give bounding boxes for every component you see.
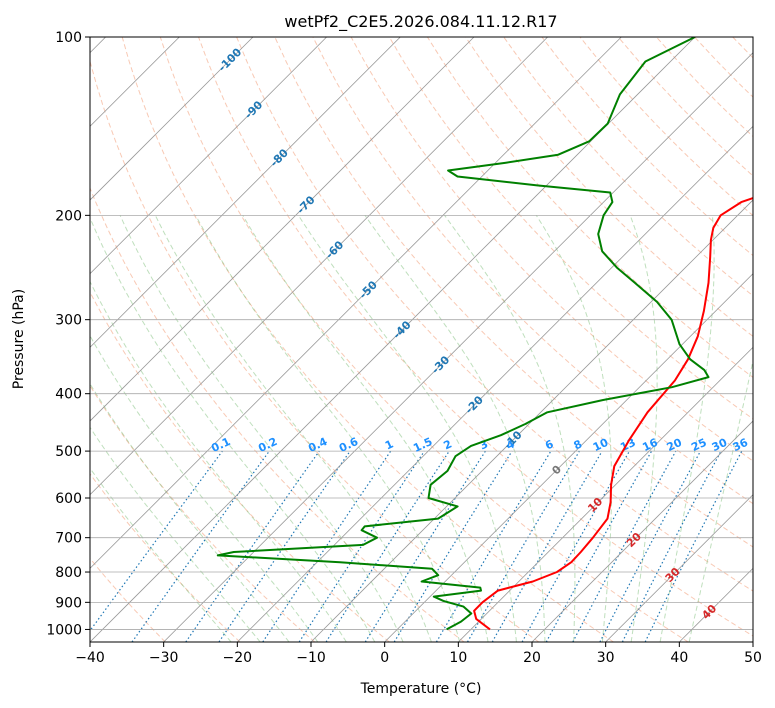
mixing-ratio-label: 25 — [689, 436, 708, 454]
moist-adiabat — [195, 215, 461, 642]
grid-layer — [90, 37, 753, 642]
moist-adiabat — [90, 467, 232, 642]
moist-adiabat — [90, 216, 376, 642]
dry-adiabat — [236, 37, 753, 592]
mixing-ratio-label: 30 — [710, 436, 730, 454]
plot-background — [90, 37, 753, 642]
mixing-ratio-line — [521, 450, 631, 642]
moist-adiabat — [535, 215, 613, 642]
mixing-ratio-line — [393, 450, 513, 642]
y-axis-label: Pressure (hPa) — [11, 289, 27, 389]
isotherm — [458, 346, 753, 642]
isotherm — [90, 37, 475, 422]
dry-adiabat — [121, 37, 614, 642]
mixing-ratio-line — [218, 450, 351, 642]
mixing-ratio-line — [90, 450, 223, 632]
moist-adiabat — [364, 215, 546, 642]
y-axis: 100 200 300 400 500 600 700 800 900 1000 — [46, 30, 90, 638]
mixing-ratio-line — [572, 450, 677, 642]
isotherm — [752, 641, 753, 642]
y-tick-label: 600 — [55, 491, 82, 507]
isotherm — [90, 37, 254, 201]
y-tick-label: 800 — [55, 565, 82, 581]
x-tick-label: −10 — [296, 650, 326, 666]
mixing-ratio-label: 10 — [591, 436, 611, 454]
x-tick-label: −30 — [149, 650, 179, 666]
x-axis: −40 −30 −20 −10 0 10 20 30 40 50 — [75, 642, 762, 666]
dry-adiabat — [90, 291, 390, 642]
dry-adiabat — [90, 186, 465, 642]
moist-adiabat — [297, 215, 517, 642]
moist-adiabat — [688, 358, 753, 642]
dry-adiabat — [426, 37, 753, 378]
dry-adiabat — [198, 37, 753, 637]
mixing-ratio-line — [185, 450, 320, 642]
mixing-ratio-label: 36 — [731, 436, 751, 454]
dry-adiabat — [90, 59, 540, 642]
y-tick-label: 1000 — [46, 622, 82, 638]
moist-adiabat — [90, 334, 319, 642]
isotherm — [90, 37, 548, 496]
dry-adiabat — [90, 557, 166, 642]
y-tick-label: 100 — [55, 30, 82, 46]
isotherm — [90, 37, 622, 569]
isotherm — [605, 494, 753, 642]
series-layer — [216, 37, 753, 631]
x-tick-label: 30 — [597, 650, 615, 666]
x-axis-label: Temperature (°C) — [360, 681, 482, 697]
x-tick-label: 0 — [380, 650, 389, 666]
dry-adiabat — [274, 37, 753, 548]
mixing-ratio-label: 16 — [640, 436, 660, 454]
moist-adiabat — [629, 215, 658, 642]
isotherm — [163, 52, 753, 642]
x-tick-label: 10 — [449, 650, 467, 666]
y-tick-label: 900 — [55, 595, 82, 611]
dry-adiabat — [350, 37, 753, 462]
series-line — [473, 196, 753, 631]
isotherm — [310, 199, 753, 642]
dry-adiabat — [90, 472, 241, 642]
moist-adiabat — [154, 215, 432, 642]
moist-adiabat — [90, 280, 347, 642]
isotherm — [90, 37, 327, 275]
moist-adiabat — [242, 215, 489, 642]
isotherm — [90, 37, 401, 348]
x-tick-label: 20 — [523, 650, 541, 666]
y-tick-label: 400 — [55, 387, 82, 403]
series-line — [216, 37, 710, 631]
mixing-ratio-line — [262, 450, 392, 642]
y-tick-label: 200 — [55, 208, 82, 224]
dry-adiabat — [503, 37, 753, 297]
moist-adiabat — [90, 426, 261, 642]
x-tick-label: 40 — [670, 650, 688, 666]
mixing-ratio-label: 20 — [665, 436, 685, 454]
isotherm — [237, 125, 753, 642]
isotherm — [384, 273, 753, 642]
plot-frame — [89, 36, 754, 643]
x-tick-label: −20 — [223, 650, 253, 666]
moist-adiabat — [119, 215, 404, 642]
mixing-ratio-line — [131, 450, 270, 642]
mixing-ratio-line — [545, 450, 653, 642]
x-tick-label: −40 — [75, 650, 105, 666]
y-tick-label: 700 — [55, 531, 82, 547]
y-tick-label: 300 — [55, 313, 82, 329]
mixing-ratio-line — [644, 450, 743, 642]
chart-title: wetPf2_C2E5.2026.084.11.12.R17 — [284, 12, 557, 32]
isotherm — [531, 420, 753, 642]
y-tick-label: 500 — [55, 444, 82, 460]
x-tick-label: 50 — [744, 650, 762, 666]
